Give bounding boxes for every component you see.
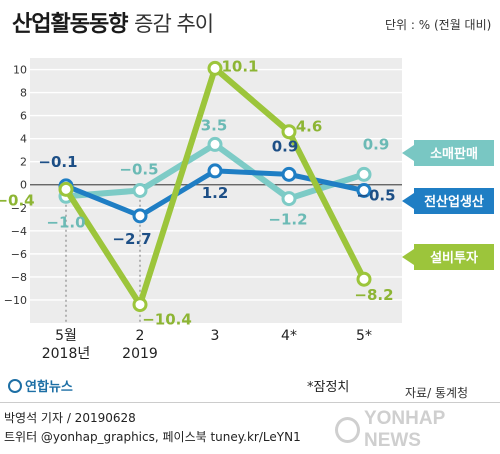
data-label: 4.6 [296, 118, 323, 136]
data-point [207, 136, 223, 152]
data-label: −0.5 [119, 161, 158, 179]
y-tick-label: 0 [20, 179, 27, 192]
legend-swatch [414, 188, 494, 214]
data-label: −8.2 [354, 286, 393, 304]
data-point [356, 271, 372, 287]
data-point [207, 60, 223, 76]
data-label: −0.1 [38, 153, 77, 171]
x-tick-label: 5* [356, 328, 372, 344]
plot-background [30, 58, 402, 323]
social-credit: 트위터 @yonhap_graphics, 페이스북 tuney.kr/LeYN… [4, 430, 301, 444]
logo-text: 연합뉴스 [25, 380, 73, 395]
reporter-credit: 박영석 기자 / 20190628 [4, 411, 136, 425]
x-axis: 5월 2018년 2 2019 3 4* 5* [42, 328, 372, 362]
y-tick-label: −10 [4, 294, 27, 307]
legend-swatch [414, 244, 494, 270]
data-point [207, 163, 223, 179]
title-bold: 산업활동동향 [12, 12, 128, 37]
series-layer [58, 60, 372, 313]
data-label: −1.0 [46, 213, 85, 231]
title-light: 증감 추이 [134, 12, 214, 36]
y-tick-label: −2 [11, 202, 27, 215]
y-tick-label: 4 [20, 133, 27, 146]
data-label: −0.5 [356, 187, 395, 205]
data-label: 10.1 [221, 57, 258, 75]
legend-label: 전산업생산 [424, 194, 484, 210]
data-point [132, 208, 148, 224]
legend-pointer [402, 249, 414, 265]
data-point [58, 181, 74, 197]
provisional-note: *잠정치 [307, 380, 350, 395]
data-point [356, 166, 372, 182]
y-tick-label: 2 [20, 156, 27, 169]
data-point [281, 166, 297, 182]
data-point [356, 183, 372, 198]
y-tick-label: 6 [20, 110, 27, 123]
watermark-text: YONHAP NEWS [363, 408, 445, 451]
y-tick-label: −8 [11, 271, 27, 284]
chart-title: 산업활동동향 증감 추이 [12, 6, 214, 38]
yonhap-logo: 연합뉴스 [8, 376, 73, 395]
data-label: −10.4 [142, 311, 192, 329]
x-tick-label: 4* [281, 328, 297, 344]
y-tick-label: −6 [11, 248, 27, 261]
data-label: −0.4 [0, 191, 35, 209]
legend-swatch [414, 140, 494, 166]
data-point [281, 124, 297, 140]
data-point [132, 183, 148, 198]
data-label: −1.2 [268, 211, 307, 229]
data-label: 0.9 [363, 135, 390, 153]
yonhap-watermark: YONHAP NEWS [335, 408, 500, 452]
y-tick-label: 8 [20, 87, 27, 100]
x-tick-sublabel: 2018년 [42, 346, 91, 362]
line-chart: 10 8 6 4 2 0 −2 −4 −6 −8 −10 5월 2018년 2 2019 3 4* 5* −1.… [0, 57, 494, 362]
legend-label: 설비투자 [430, 251, 478, 266]
unit-label: 단위 : % (전월 대비) [385, 18, 492, 32]
data-point [281, 191, 297, 207]
data-label: 1.2 [202, 184, 229, 202]
y-axis: 10 8 6 4 2 0 −2 −4 −6 −8 −10 [4, 64, 27, 307]
x-tick-label: 2 [136, 328, 145, 344]
footer-divider [0, 402, 500, 403]
legend-pointer [402, 145, 414, 161]
data-point [132, 297, 148, 313]
legend-pointer [402, 193, 414, 209]
y-tick-label: 10 [13, 64, 27, 77]
data-label: 0.9 [272, 137, 299, 155]
x-tick-sublabel: 2019 [122, 346, 158, 362]
legend-label: 소매판매 [430, 146, 478, 162]
yonhap-logo-icon [8, 378, 22, 393]
source-label: 자료/ 통계청 [405, 386, 469, 400]
x-tick-label: 5월 [55, 328, 77, 344]
data-label: −2.7 [112, 230, 151, 248]
y-tick-label: −4 [11, 225, 27, 238]
x-tick-label: 3 [211, 328, 220, 344]
yonhap-watermark-icon [335, 417, 360, 443]
data-label: 3.5 [201, 116, 228, 134]
data-labels: −1.0 −0.5 3.5 −1.2 0.9 −0.1 −2.7 1.2 0.9 −0.5 −0.4… [0, 57, 396, 328]
